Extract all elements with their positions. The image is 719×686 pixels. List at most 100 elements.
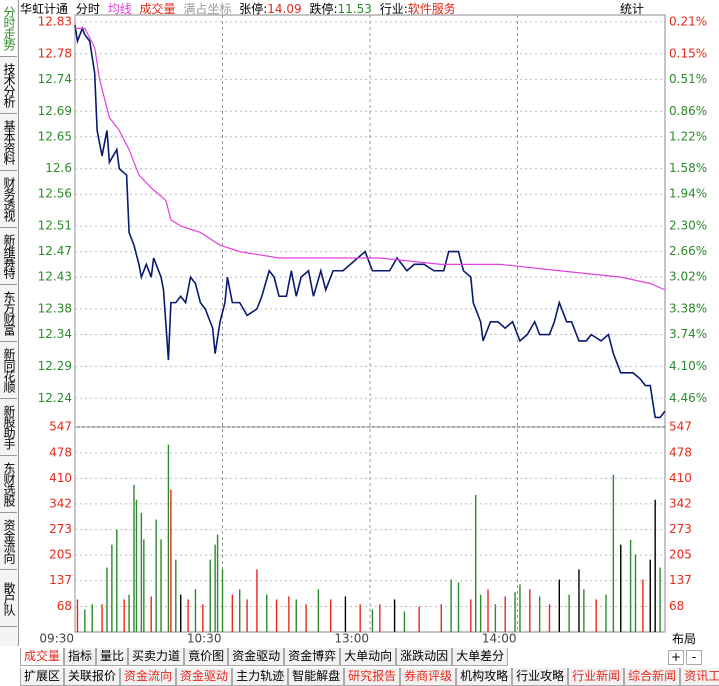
tab[interactable]: 券商评级 xyxy=(400,668,457,686)
tab[interactable]: 主力轨迹 xyxy=(232,668,289,686)
y-tick-label: 547 xyxy=(49,420,72,434)
y-tick-label: 137 xyxy=(49,573,72,587)
tab[interactable]: 量比 xyxy=(96,648,129,666)
y-tick-label: 205 xyxy=(49,548,72,562)
tab[interactable]: 资金流向 xyxy=(120,668,177,686)
y-tick-label: 12.69 xyxy=(38,104,72,118)
x-tick-label: 13:00 xyxy=(334,632,369,646)
industry: 软件服务 xyxy=(407,2,456,16)
tab[interactable]: 指标 xyxy=(64,648,97,666)
side-tab[interactable]: 财务透视 xyxy=(0,171,17,228)
mode-label[interactable]: 分时 xyxy=(75,2,100,16)
tab[interactable]: 资金驱动 xyxy=(176,668,233,686)
side-tab[interactable]: 东方财富 xyxy=(0,285,17,342)
side-tab[interactable]: 分时走势 xyxy=(0,0,17,57)
limit-up-label: 张停: xyxy=(239,2,268,16)
side-tab[interactable]: 基本资料 xyxy=(0,114,17,171)
side-tab[interactable]: 资金流向 xyxy=(0,513,17,570)
y2-tick-label: 68 xyxy=(669,599,684,613)
tab[interactable]: 大单差分 xyxy=(452,648,509,666)
y-tick-label: 12.74 xyxy=(38,72,72,86)
y-tick-label: 12.24 xyxy=(38,391,72,405)
y-tick-label: 410 xyxy=(49,471,72,485)
volume-label[interactable]: 成交量 xyxy=(139,2,176,16)
side-tab[interactable]: 新同花顺 xyxy=(0,342,17,399)
y2-tick-label: 1.22% xyxy=(669,129,707,143)
tab[interactable]: 机构攻略 xyxy=(456,668,513,686)
y-tick-label: 12.34 xyxy=(38,327,72,341)
tab[interactable]: 资金博弈 xyxy=(284,648,341,666)
avg-label[interactable]: 均线 xyxy=(107,2,132,16)
tab[interactable]: 资讯工场 xyxy=(680,668,719,686)
y-tick-label: 12.6 xyxy=(45,161,72,175)
y2-tick-label: 1.58% xyxy=(669,161,707,175)
bottom-tabs-2: 扩展区 关联报价 资金流向 资金驱动 主力轨迹 智能解盘 研究报告 券商评级 机构攻略 行业攻略行… xyxy=(20,668,719,686)
y-tick-label: 12.78 xyxy=(38,46,72,60)
price-line xyxy=(74,25,666,419)
y-tick-label: 12.29 xyxy=(38,359,72,373)
y-tick-label: 68 xyxy=(57,599,72,613)
y-tick-label: 478 xyxy=(49,445,72,459)
stock-name: 华虹计通 xyxy=(20,2,69,16)
price-line xyxy=(75,27,666,291)
y2-tick-label: 3.74% xyxy=(669,327,707,341)
minus-button[interactable]: - xyxy=(686,650,702,665)
y-tick-label: 12.83 xyxy=(38,15,72,29)
layout-button[interactable]: 布局 xyxy=(672,632,697,646)
side-tab[interactable]: 新股助手 xyxy=(0,399,17,456)
tab[interactable]: 涨跌动因 xyxy=(396,648,453,666)
tab[interactable]: 综合新闻 xyxy=(624,668,681,686)
y2-tick-label: 0.21% xyxy=(669,15,707,29)
y2-tick-label: 1.94% xyxy=(669,187,707,201)
y2-tick-label: 0.15% xyxy=(669,46,707,60)
tab[interactable]: 扩展区 xyxy=(20,668,65,686)
side-tab[interactable]: 技术分析 xyxy=(0,57,17,114)
tab[interactable]: 关联报价 xyxy=(64,668,121,686)
bottom-tabs: 成交量 指标 量比 买卖力道 竟价图 资金驱动 资金博弈 大单动向 涨跌动因 大单差分 xyxy=(20,648,509,666)
y2-tick-label: 0.86% xyxy=(669,104,707,118)
y-tick-label: 12.56 xyxy=(38,187,72,201)
limit-down-label: 跌停: xyxy=(309,2,338,16)
y2-tick-label: 410 xyxy=(669,471,692,485)
y-tick-label: 12.47 xyxy=(38,244,72,258)
y2-tick-label: 137 xyxy=(669,573,692,587)
side-tab[interactable]: 散户队 xyxy=(0,570,17,627)
limit-up: 14.09 xyxy=(267,2,302,16)
y-tick-label: 12.43 xyxy=(38,270,72,284)
x-tick-label: 14:00 xyxy=(482,632,517,646)
coord-label[interactable]: 满占坐标 xyxy=(183,2,232,16)
y2-tick-label: 342 xyxy=(669,496,692,510)
tab[interactable]: 大单动向 xyxy=(340,648,397,666)
tab[interactable]: 买卖力道 xyxy=(128,648,185,666)
y-tick-label: 12.38 xyxy=(38,302,72,316)
y2-tick-label: 4.46% xyxy=(669,391,707,405)
plus-button[interactable]: + xyxy=(668,650,684,665)
y2-tick-label: 3.38% xyxy=(669,302,707,316)
x-tick-label: 09:30 xyxy=(39,632,74,646)
y2-tick-label: 0.51% xyxy=(669,72,707,86)
tab[interactable]: 成交量 xyxy=(20,648,65,666)
y2-tick-label: 547 xyxy=(669,420,692,434)
tab[interactable]: 智能解盘 xyxy=(288,668,345,686)
industry-label: 行业: xyxy=(379,2,408,16)
x-tick-label: 10:30 xyxy=(187,632,222,646)
tab[interactable]: 资金驱动 xyxy=(228,648,285,666)
tab[interactable]: 研究报告 xyxy=(344,668,401,686)
tab[interactable]: 行业攻略 xyxy=(512,668,569,686)
y2-tick-label: 4.10% xyxy=(669,359,707,373)
y2-tick-label: 273 xyxy=(669,522,692,536)
y2-tick-label: 3.02% xyxy=(669,270,707,284)
y2-tick-label: 2.66% xyxy=(669,244,707,258)
y-tick-label: 273 xyxy=(49,522,72,536)
stats-button[interactable]: 统计 xyxy=(620,2,645,16)
y-tick-label: 12.51 xyxy=(38,219,72,233)
y2-tick-label: 2.30% xyxy=(669,219,707,233)
y-tick-label: 12.65 xyxy=(38,129,72,143)
side-tab[interactable]: 东财选股 xyxy=(0,456,17,513)
limit-down: 11.53 xyxy=(337,2,372,16)
side-tab[interactable]: 新维赛特 xyxy=(0,228,17,285)
tab[interactable]: 竟价图 xyxy=(184,648,229,666)
y2-tick-label: 478 xyxy=(669,445,692,459)
tab[interactable]: 行业新闻 xyxy=(568,668,625,686)
